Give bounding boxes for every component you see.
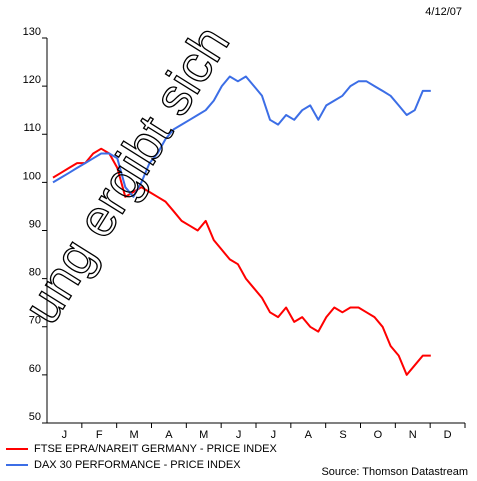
y-tick-label: 110: [23, 122, 41, 134]
y-tick-label: 60: [29, 363, 41, 375]
y-tick-label: 70: [29, 315, 41, 327]
legend-label: FTSE EPRA/NAREIT GERMANY - PRICE INDEX: [34, 443, 278, 455]
x-tick-label: D: [444, 429, 452, 441]
source: Source: Thomson Datastream: [321, 466, 468, 478]
x-tick-label: J: [62, 429, 68, 441]
y-tick-label: 80: [29, 267, 41, 279]
series-line: [52, 75, 431, 198]
x-tick-label: M: [199, 429, 208, 441]
x-tick-label: S: [339, 429, 346, 441]
date-label: 4/12/07: [425, 6, 462, 18]
x-tick-label: J: [236, 429, 242, 441]
x-tick-label: A: [165, 429, 173, 441]
legend-label: DAX 30 PERFORMANCE - PRICE INDEX: [34, 459, 241, 471]
x-tick-label: J: [271, 429, 277, 441]
y-tick-label: 50: [29, 411, 41, 423]
x-tick-label: O: [374, 429, 383, 441]
x-tick-label: M: [129, 429, 138, 441]
y-tick-label: 90: [29, 218, 41, 230]
y-tick-label: 100: [23, 170, 41, 182]
y-tick-label: 120: [23, 74, 41, 86]
x-tick-label: N: [409, 429, 417, 441]
y-tick-label: 130: [23, 26, 41, 38]
series-line: [52, 147, 431, 376]
x-tick-label: F: [96, 429, 103, 441]
x-tick-label: A: [305, 429, 313, 441]
